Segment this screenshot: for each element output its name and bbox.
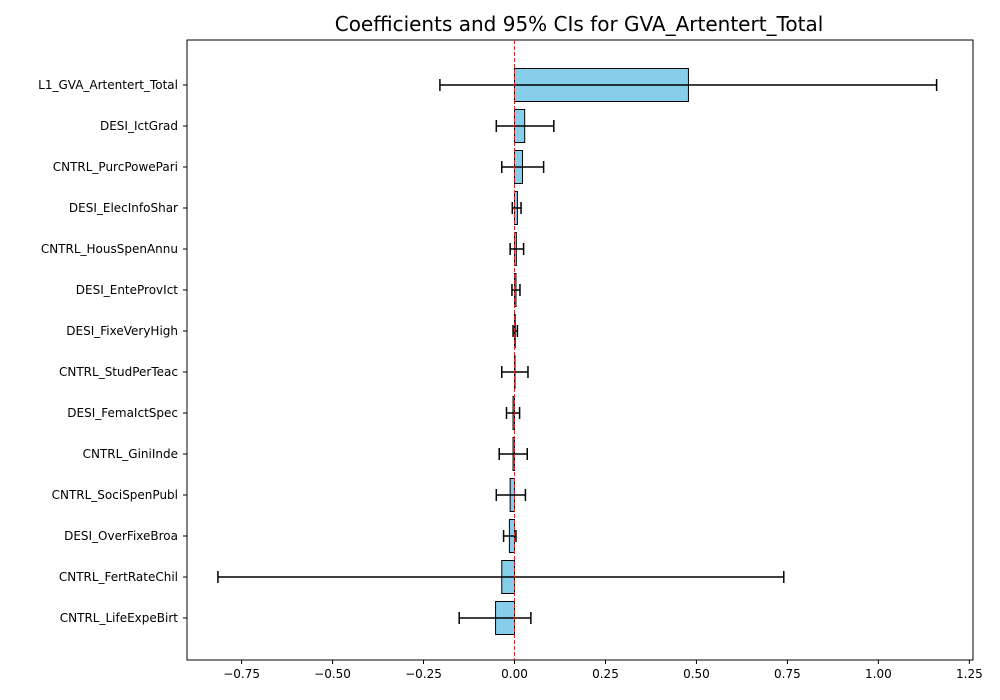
chart-title: Coefficients and 95% CIs for GVA_Artente… xyxy=(335,12,824,36)
x-tick-label: 0.00 xyxy=(501,667,528,681)
x-tick-label: 0.75 xyxy=(774,667,801,681)
x-tick-label: 1.25 xyxy=(956,667,983,681)
plot-area: L1_GVA_Artentert_Total DESI_IctGrad CNTRL_… xyxy=(38,39,983,681)
axes-frame xyxy=(186,39,974,661)
x-tick-label: 0.25 xyxy=(592,667,619,681)
x-tick-label: −0.50 xyxy=(314,667,351,681)
y-tick-label-CNTRL_FertRateChil: CNTRL_FertRateChil xyxy=(59,570,178,584)
y-tick-label-CNTRL_HousSpenAnnu: CNTRL_HousSpenAnnu xyxy=(41,242,178,256)
y-tick-label-DESI_IctGrad: DESI_IctGrad xyxy=(100,119,178,133)
y-tick-label-DESI_FixeVeryHigh: DESI_FixeVeryHigh xyxy=(66,324,178,338)
y-tick-label-CNTRL_PurcPowePari: CNTRL_PurcPowePari xyxy=(53,160,178,174)
x-tick-label: 0.50 xyxy=(683,667,710,681)
x-tick-label: −0.75 xyxy=(223,667,260,681)
y-tick-label-DESI_FemaIctSpec: DESI_FemaIctSpec xyxy=(67,406,178,420)
y-tick-label-DESI_ElecInfoShar: DESI_ElecInfoShar xyxy=(69,201,178,215)
y-tick-label-L1_GVA_Artentert_Total: L1_GVA_Artentert_Total xyxy=(38,78,178,92)
x-tick-label: 1.00 xyxy=(865,667,892,681)
y-tick-label-CNTRL_SociSpenPubl: CNTRL_SociSpenPubl xyxy=(52,488,178,502)
y-tick-label-DESI_OverFixeBroa: DESI_OverFixeBroa xyxy=(64,529,178,543)
x-tick-label: −0.25 xyxy=(405,667,442,681)
y-tick-label-CNTRL_LifeExpeBirt: CNTRL_LifeExpeBirt xyxy=(60,611,179,625)
y-tick-label-CNTRL_StudPerTeac: CNTRL_StudPerTeac xyxy=(59,365,178,379)
y-tick-label-DESI_EnteProvIct: DESI_EnteProvIct xyxy=(76,283,179,297)
y-tick-label-CNTRL_GiniInde: CNTRL_GiniInde xyxy=(83,447,178,461)
